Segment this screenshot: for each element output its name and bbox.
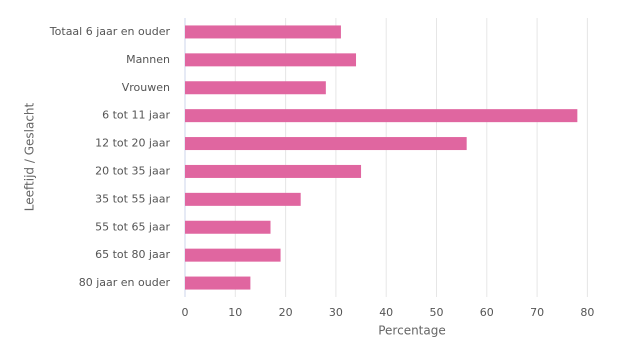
bar (185, 192, 301, 206)
y-axis-title: Leeftijd / Geslacht (23, 102, 37, 211)
y-tick-label: 80 jaar en ouder (79, 276, 171, 289)
y-tick-label: 20 tot 35 jaar (95, 164, 170, 177)
y-tick-label: 35 tot 55 jaar (95, 192, 170, 205)
x-tick-label: 70 (530, 306, 544, 319)
bar (185, 81, 326, 95)
y-tick-label: 55 tot 65 jaar (95, 220, 170, 233)
bar (185, 164, 362, 178)
bar (185, 109, 578, 123)
x-tick-label: 10 (228, 306, 242, 319)
bar (185, 53, 357, 67)
x-tick-label: 80 (580, 306, 594, 319)
x-tick-label: 50 (430, 306, 444, 319)
y-tick-label: Totaal 6 jaar en ouder (49, 25, 171, 38)
x-axis-title: Percentage (378, 324, 446, 337)
bar (185, 248, 281, 262)
y-tick-label: 6 tot 11 jaar (102, 109, 170, 122)
y-tick-label: 65 tot 80 jaar (95, 248, 170, 261)
x-tick-label: 60 (480, 306, 494, 319)
bar (185, 25, 341, 39)
bar (185, 137, 467, 151)
x-tick-label: 20 (279, 306, 293, 319)
bar (185, 276, 251, 290)
y-tick-label: Vrouwen (122, 81, 170, 94)
bar (185, 220, 271, 234)
x-tick-label: 30 (329, 306, 343, 319)
y-tick-label: Mannen (126, 53, 170, 66)
y-tick-label: 12 tot 20 jaar (95, 137, 170, 150)
x-tick-label: 40 (379, 306, 393, 319)
x-tick-label: 0 (182, 306, 189, 319)
